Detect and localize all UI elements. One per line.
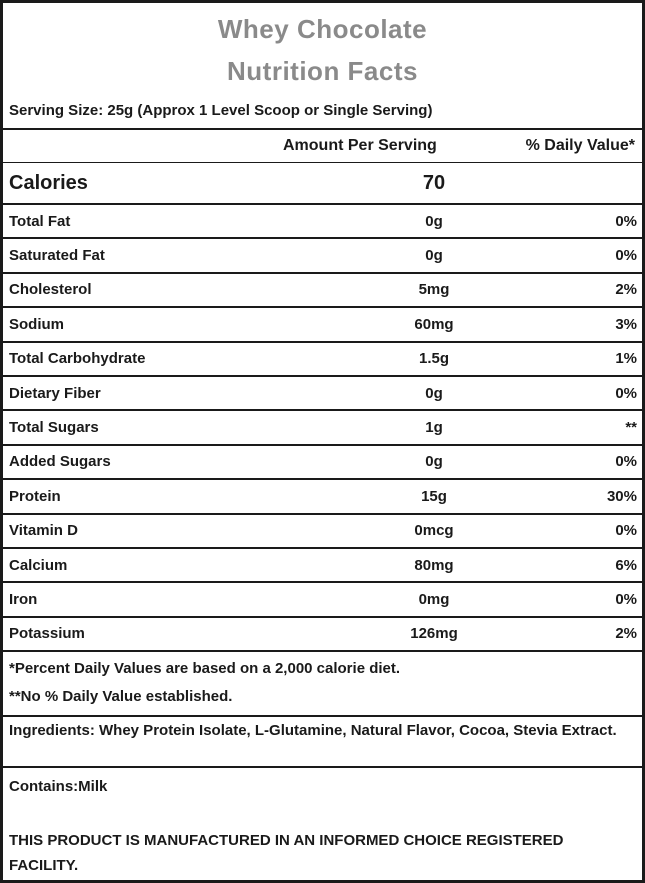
footnote-daily-values: *Percent Daily Values are based on a 2,0… [9, 660, 401, 678]
nutrient-daily-value: 0% [615, 522, 637, 540]
nutrient-daily-value: 3% [615, 315, 637, 333]
nutrient-label: Protein [9, 487, 61, 505]
contains-value: Milk [78, 778, 108, 796]
nutrient-row-dietary-fiber: Dietary Fiber 0g 0% [3, 377, 642, 412]
nutrient-daily-value: 0% [615, 247, 637, 265]
nutrient-label: Total Carbohydrate [9, 350, 146, 368]
serving-size-row: Serving Size: 25g (Approx 1 Level Scoop … [3, 92, 642, 130]
allergen-line: Contains:Milk [9, 774, 632, 799]
nutrient-amount: 15g [421, 487, 447, 505]
nutrient-row-saturated-fat: Saturated Fat 0g 0% [3, 239, 642, 274]
nutrient-label: Cholesterol [9, 281, 92, 299]
ingredients-label: Ingredients: [9, 722, 95, 740]
ingredients-block: Ingredients: Whey Protein Isolate, L-Glu… [3, 717, 642, 769]
nutrient-daily-value: 2% [615, 281, 637, 299]
nutrient-daily-value: 2% [615, 625, 637, 643]
nutrient-daily-value: 6% [615, 556, 637, 574]
nutrient-row-added-sugars: Added Sugars 0g 0% [3, 446, 642, 481]
nutrient-amount: 1.5g [418, 350, 449, 368]
nutrient-amount: 0g [425, 384, 443, 402]
calories-label: Calories [9, 171, 88, 194]
nutrient-daily-value: ** [625, 419, 637, 437]
nutrient-daily-value: 0% [615, 212, 637, 230]
column-header-amount: Amount Per Serving [283, 137, 437, 154]
nutrient-label: Vitamin D [9, 522, 78, 540]
product-name: Whey Chocolate [217, 14, 428, 44]
title-block: Whey Chocolate Nutrition Facts [3, 3, 642, 92]
nutrient-row-protein: Protein 15g 30% [3, 480, 642, 515]
nutrient-label: Dietary Fiber [9, 384, 101, 402]
calories-row: Calories 70 [3, 163, 642, 205]
nutrient-row-total-fat: Total Fat 0g 0% [3, 205, 642, 240]
nutrient-row-vitamin-d: Vitamin D 0mcg 0% [3, 515, 642, 549]
nutrient-amount: 0mcg [414, 522, 454, 540]
nutrient-amount: 0mg [418, 590, 450, 608]
nutrient-row-potassium: Potassium 126mg 2% [3, 618, 642, 653]
nutrient-row-iron: Iron 0mg 0% [3, 583, 642, 618]
nutrient-row-sodium: Sodium 60mg 3% [3, 308, 642, 343]
nutrient-amount: 80mg [414, 556, 454, 574]
nutrient-daily-value: 0% [615, 453, 637, 471]
nutrient-amount: 126mg [410, 625, 458, 643]
nutrient-amount: 0g [425, 453, 443, 471]
nutrient-row-total-sugars: Total Sugars 1g ** [3, 411, 642, 446]
footnote-block: *Percent Daily Values are based on a 2,0… [3, 652, 642, 718]
nutrient-label: Potassium [9, 625, 85, 643]
nutrient-label: Calcium [9, 556, 68, 574]
nutrient-row-cholesterol: Cholesterol 5mg 2% [3, 274, 642, 309]
nutrient-amount: 1g [425, 419, 443, 437]
calories-amount: 70 [422, 171, 446, 194]
contains-block: Contains:Milk THIS PRODUCT IS MANUFACTUR… [3, 768, 642, 878]
nutrient-daily-value: 0% [615, 590, 637, 608]
nutrient-label: Total Fat [9, 212, 71, 230]
nutrient-label: Added Sugars [9, 453, 111, 471]
contains-label: Contains: [9, 778, 79, 796]
column-header-daily-value: % Daily Value* [525, 137, 635, 154]
footnote-no-daily-value: **No % Daily Value established. [9, 688, 233, 706]
nutrient-daily-value: 0% [615, 384, 637, 402]
nutrient-amount: 0g [425, 247, 443, 265]
nutrient-label: Saturated Fat [9, 247, 105, 265]
nutrient-daily-value: 30% [606, 487, 637, 505]
nutrient-amount: 0g [425, 212, 443, 230]
column-header-row: Amount Per Serving % Daily Value* [3, 130, 642, 163]
serving-size-text: Serving Size: 25g (Approx 1 Level Scoop … [9, 101, 433, 119]
nutrient-label: Total Sugars [9, 419, 99, 437]
nutrient-daily-value: 1% [615, 350, 637, 368]
nutrient-label: Iron [9, 590, 38, 608]
nutrient-amount: 60mg [414, 315, 454, 333]
nutrient-label: Sodium [9, 315, 64, 333]
nutrient-row-total-carbohydrate: Total Carbohydrate 1.5g 1% [3, 343, 642, 377]
label-title: Nutrition Facts [227, 56, 418, 86]
facility-note: THIS PRODUCT IS MANUFACTURED IN AN INFOR… [9, 832, 564, 875]
ingredients-list: Whey Protein Isolate, L-Glutamine, Natur… [94, 722, 617, 740]
nutrient-row-calcium: Calcium 80mg 6% [3, 549, 642, 584]
nutrient-amount: 5mg [418, 281, 450, 299]
